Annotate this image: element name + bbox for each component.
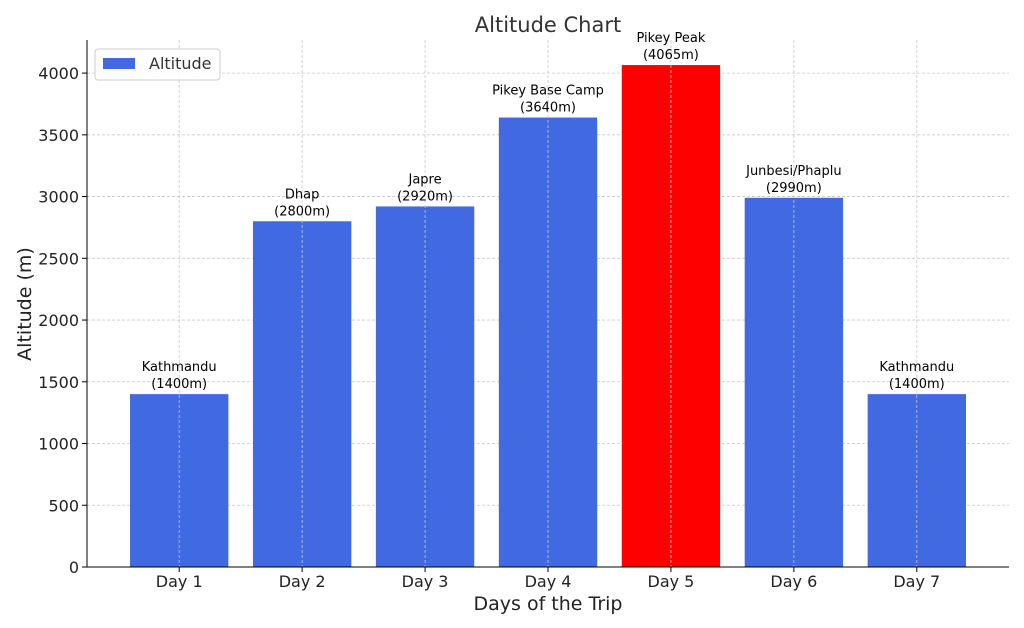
- y-tick-label: 2500: [38, 249, 79, 268]
- bar-label-altitude: (1400m): [151, 377, 207, 392]
- x-tick-label: Day 1: [156, 572, 203, 591]
- x-tick-label: Day 4: [525, 572, 572, 591]
- y-tick-label: 0: [69, 558, 79, 577]
- y-tick-label: 4000: [38, 64, 79, 83]
- y-tick-label: 3000: [38, 188, 79, 207]
- y-tick-label: 1500: [38, 373, 79, 392]
- legend-swatch: [103, 58, 135, 69]
- x-tick-label: Day 6: [770, 572, 817, 591]
- x-axis-title: Days of the Trip: [474, 593, 623, 615]
- x-tick-label: Day 5: [648, 572, 695, 591]
- bar-label-altitude: (3640m): [520, 101, 576, 116]
- bar-day-2: [252, 221, 352, 568]
- bar-label-place: Dhap: [285, 187, 319, 202]
- bar-label-altitude: (4065m): [643, 48, 699, 63]
- y-tick-label: 500: [48, 496, 79, 515]
- bar-label-altitude: (2800m): [274, 204, 330, 219]
- x-tick-label: Day 3: [402, 572, 449, 591]
- bar-labels-layer: Kathmandu (1400m) Dhap (2800m) Japre (2920m) P…: [142, 31, 955, 392]
- legend-label: Altitude: [149, 54, 212, 73]
- bar-label-place: Kathmandu: [142, 360, 217, 375]
- bar-label-place: Junbesi/Phaplu: [745, 164, 841, 179]
- bar-label-place: Pikey Base Camp: [492, 84, 604, 99]
- ticks-layer: 0 500 1000 1500 2000 2500 3000 3500 4000 Day 1 Day…: [38, 64, 940, 591]
- y-tick-label: 3500: [38, 126, 79, 145]
- bar-label-altitude: (1400m): [889, 377, 945, 392]
- y-tick-label: 1000: [38, 435, 79, 454]
- bar-label-place: Kathmandu: [879, 360, 954, 375]
- legend-frame: [94, 48, 221, 81]
- x-tick-label: Day 7: [893, 572, 940, 591]
- legend: Altitude: [94, 48, 221, 81]
- y-tick-label: 2000: [38, 311, 79, 330]
- y-axis-title: Altitude (m): [14, 247, 36, 361]
- chart-title: Altitude Chart: [475, 13, 621, 37]
- bar-label-altitude: (2920m): [397, 189, 453, 204]
- bar-label-place: Japre: [408, 172, 442, 187]
- bar-label-place: Pikey Peak: [636, 31, 705, 46]
- bar-label-altitude: (2990m): [766, 181, 822, 196]
- x-tick-label: Day 2: [279, 572, 326, 591]
- vertical-grid-layer: [178, 40, 918, 567]
